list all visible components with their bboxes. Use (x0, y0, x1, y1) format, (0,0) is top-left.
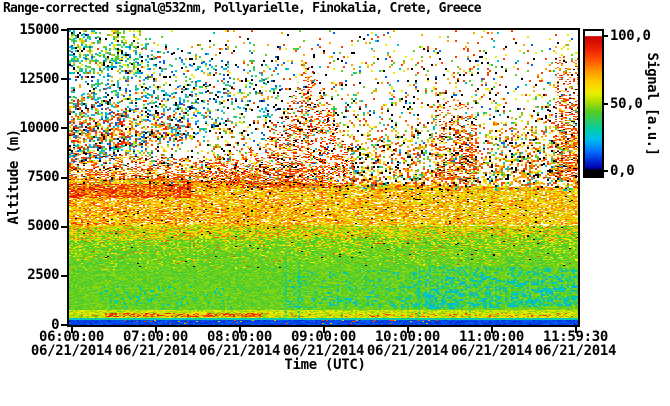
colorbar-canvas (585, 31, 602, 176)
x-tick-time: 07:00:00 (122, 329, 189, 345)
y-tick-label: 2500 (27, 267, 59, 284)
colorbar-tick-mark (602, 169, 608, 172)
x-tick-mark (70, 327, 73, 333)
x-tick-label: 06:00:00 06/21/2014 (12, 330, 132, 358)
plot-frame (67, 28, 580, 327)
x-tick-label: 11:00:00 06/21/2014 (432, 330, 552, 358)
colorbar-tick-mark (602, 35, 608, 38)
colorbar-tick-mark (602, 102, 608, 105)
x-tick-date: 06/21/2014 (282, 343, 365, 359)
y-tick-label: 10000 (19, 119, 59, 136)
x-tick-date: 06/21/2014 (198, 343, 281, 359)
x-tick-date: 06/21/2014 (534, 343, 617, 359)
y-tick-label: 0 (51, 316, 59, 333)
x-tick-time: 11:00:00 (458, 329, 525, 345)
y-tick-mark (61, 225, 68, 228)
y-tick-label: 7500 (27, 169, 59, 185)
x-tick-label: 09:00:00 06/21/2014 (264, 330, 384, 358)
x-tick-time: 09:00:00 (290, 329, 357, 345)
x-tick-date: 06/21/2014 (114, 343, 197, 359)
x-tick-date: 06/21/2014 (450, 343, 533, 359)
x-tick-mark (322, 327, 325, 333)
x-tick-time: 10:00:00 (374, 329, 441, 345)
x-tick-date: 06/21/2014 (30, 343, 113, 359)
colorbar-title: Signal [a.u.] (644, 52, 660, 156)
x-tick-label: 07:00:00 06/21/2014 (96, 330, 216, 358)
y-tick-mark (61, 274, 68, 277)
x-tick-time: 06:00:00 (38, 329, 105, 345)
x-tick-label: 10:00:00 06/21/2014 (348, 330, 468, 358)
y-tick-mark (61, 324, 68, 326)
x-tick-date: 06/21/2014 (366, 343, 449, 359)
y-tick-mark (61, 78, 68, 81)
heatmap-canvas (69, 30, 578, 325)
colorbar-frame (583, 29, 604, 178)
y-tick-mark (61, 127, 68, 130)
colorbar-tick-label: 50,0 (610, 95, 643, 112)
y-tick-label: 15000 (19, 21, 59, 38)
x-tick-mark (490, 327, 493, 333)
y-tick-mark (61, 176, 68, 179)
x-tick-mark (238, 327, 241, 333)
y-tick-label: 12500 (19, 70, 59, 87)
chart-title: Range-corrected signal@532nm, Pollyariel… (3, 1, 482, 16)
x-tick-mark (574, 327, 577, 333)
x-tick-time: 08:00:00 (206, 329, 273, 345)
y-tick-mark (61, 29, 68, 31)
colorbar-tick-label: 0,0 (610, 162, 635, 179)
colorbar-tick-label: 100,0 (610, 28, 651, 45)
y-tick-label: 5000 (27, 218, 59, 235)
x-tick-mark (154, 327, 157, 333)
x-tick-time: 11:59:30 (542, 329, 609, 345)
x-axis-title: Time (UTC) (284, 357, 366, 373)
x-tick-label: 08:00:00 06/21/2014 (180, 330, 300, 358)
x-tick-label: 11:59:30 06/21/2014 (516, 330, 636, 358)
x-tick-mark (406, 327, 409, 333)
